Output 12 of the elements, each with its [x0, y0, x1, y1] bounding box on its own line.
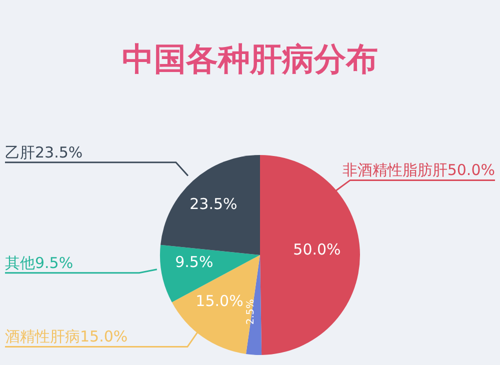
data-label: 2.5%: [246, 299, 257, 325]
data-label: 23.5%: [190, 194, 238, 213]
chart-title: 中国各种肝病分布: [121, 39, 379, 80]
data-label: 15.0%: [196, 292, 244, 310]
pie-slice: [160, 155, 260, 255]
slice-label: 酒精性肝病15.0%: [5, 328, 128, 346]
data-label: 9.5%: [175, 253, 214, 272]
pie-slice: [246, 255, 262, 355]
slice-label: 非酒精性脂肪肝50.0%: [342, 161, 495, 180]
data-label: 50.0%: [293, 240, 341, 259]
slice-label: 其他9.5%: [5, 254, 74, 272]
slice-label: 乙肝23.5%: [5, 143, 83, 162]
